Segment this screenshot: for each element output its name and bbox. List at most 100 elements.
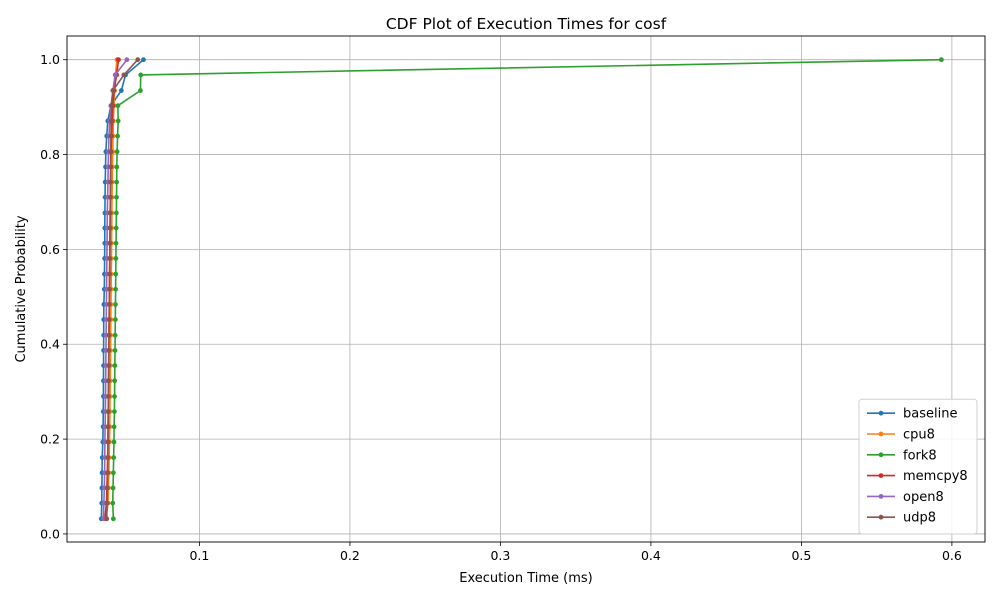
data-point-fork8: [113, 210, 119, 216]
data-point-fork8: [112, 317, 118, 322]
data-point-fork8: [138, 72, 144, 78]
legend: baseline cpu8 fork8 memcpy8 open8 udp8: [858, 398, 978, 535]
legend-label: baseline: [903, 407, 957, 422]
data-point-fork8: [138, 88, 143, 93]
data-point-udp8: [105, 424, 111, 430]
data-point-fork8: [110, 485, 116, 491]
data-point-fork8: [113, 302, 118, 307]
x-tick-label: 0.3: [490, 548, 510, 563]
data-point-fork8: [112, 363, 118, 368]
y-tick-label: 0.6: [40, 242, 60, 257]
x-axis-title: Execution Time (ms): [459, 571, 592, 586]
data-point-memcpy8: [116, 57, 121, 63]
data-point-udp8: [109, 103, 115, 109]
data-point-fork8: [113, 286, 119, 292]
data-point-udp8: [105, 439, 111, 445]
x-tick-label: 0.1: [189, 548, 209, 563]
y-tick-label: 0.0: [40, 526, 60, 541]
data-point-udp8: [105, 455, 111, 460]
data-point-fork8: [111, 455, 117, 460]
data-point-udp8: [107, 225, 113, 231]
data-point-udp8: [107, 271, 112, 277]
data-point-udp8: [106, 378, 111, 384]
data-point-udp8: [106, 348, 112, 353]
data-point-udp8: [104, 485, 110, 491]
data-point-udp8: [106, 332, 112, 338]
legend-box: [858, 398, 978, 535]
data-point-udp8: [108, 179, 113, 185]
data-point-udp8: [107, 194, 113, 200]
grid: [67, 36, 985, 542]
legend-item-memcpy8: memcpy8: [867, 469, 968, 484]
legend-item-udp8: udp8: [867, 511, 936, 526]
legend-item-baseline: baseline: [867, 407, 957, 422]
data-point-fork8: [110, 516, 116, 522]
legend-item-fork8: fork8: [867, 448, 937, 463]
data-point-udp8: [104, 516, 110, 522]
x-tick-label: 0.2: [340, 548, 360, 563]
data-point-fork8: [115, 118, 121, 124]
data-point-udp8: [110, 88, 116, 93]
data-point-udp8: [106, 363, 112, 368]
x-tick-label: 0.6: [942, 548, 962, 563]
data-point-fork8: [114, 194, 119, 200]
legend-swatch-marker: [878, 410, 884, 416]
y-axis-title: Cumulative Probability: [14, 215, 29, 362]
y-tick-label: 0.4: [40, 337, 60, 352]
data-point-fork8: [114, 164, 120, 170]
ticks: 0.1 0.2 0.3 0.4 0.5 0.6 0.0 0.2 0.4 0.6 0.8 1.0: [40, 52, 962, 563]
x-tick-label: 0.5: [791, 548, 811, 563]
y-tick-label: 0.2: [40, 432, 60, 447]
data-point-fork8: [110, 500, 116, 506]
data-point-fork8: [115, 103, 121, 109]
data-point-udp8: [106, 302, 112, 307]
data-point-fork8: [113, 271, 119, 277]
data-point-udp8: [105, 409, 111, 414]
data-point-udp8: [104, 500, 110, 506]
data-point-fork8: [112, 332, 118, 338]
legend-swatch-marker: [878, 431, 884, 437]
data-point-udp8: [135, 57, 141, 63]
chart-title: CDF Plot of Execution Times for cosf: [386, 15, 667, 33]
data-point-fork8: [113, 256, 119, 261]
data-point-fork8: [111, 439, 117, 445]
data-point-open8: [112, 72, 118, 78]
data-point-baseline: [118, 88, 124, 93]
series-group: [98, 57, 944, 522]
data-point-udp8: [121, 72, 127, 78]
data-point-fork8: [110, 470, 116, 476]
legend-swatch-marker: [878, 452, 884, 458]
data-point-fork8: [113, 240, 119, 246]
data-point-udp8: [108, 133, 114, 139]
data-point-fork8: [112, 409, 117, 414]
legend-swatch-marker: [878, 473, 884, 478]
plot-area: [67, 36, 985, 542]
plot-frame: [66, 35, 986, 543]
data-point-udp8: [105, 470, 111, 476]
data-point-udp8: [107, 286, 112, 292]
y-tick-label: 0.8: [40, 147, 60, 162]
data-point-fork8: [113, 225, 119, 231]
series-udp8: [104, 57, 141, 522]
data-point-fork8: [114, 149, 120, 155]
legend-label: cpu8: [903, 428, 935, 443]
legend-item-cpu8: cpu8: [867, 428, 935, 443]
legend-label: fork8: [903, 448, 937, 463]
legend-label: open8: [903, 490, 944, 505]
y-tick-label: 1.0: [40, 52, 60, 67]
data-point-fork8: [112, 348, 118, 353]
data-point-fork8: [115, 133, 120, 139]
data-point-open8: [101, 516, 106, 522]
legend-swatch-marker: [878, 514, 884, 520]
data-point-fork8: [112, 378, 118, 384]
data-point-fork8: [938, 57, 944, 63]
data-point-open8: [124, 57, 130, 63]
data-point-udp8: [105, 394, 111, 399]
data-point-udp8: [108, 118, 114, 124]
series-fork8: [110, 57, 944, 522]
data-point-udp8: [108, 149, 114, 155]
data-point-udp8: [107, 240, 113, 246]
legend-swatch-marker: [878, 494, 884, 499]
data-point-udp8: [106, 317, 112, 322]
